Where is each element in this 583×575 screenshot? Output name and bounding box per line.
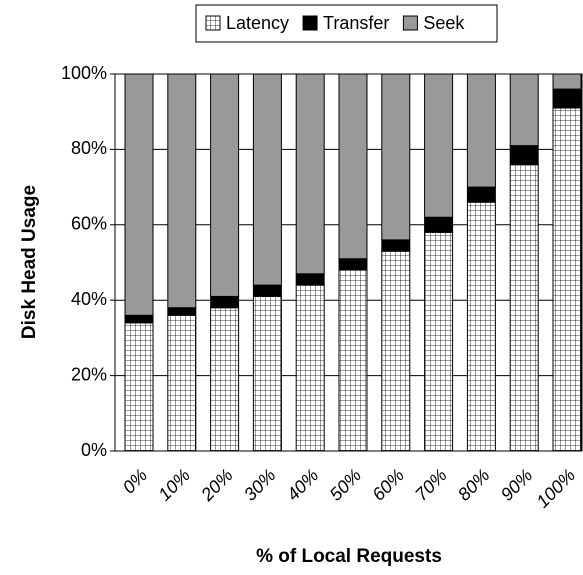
x-tick-label: 100% bbox=[532, 465, 579, 512]
x-tick-label: 30% bbox=[240, 465, 280, 505]
x-tick-label: 90% bbox=[497, 465, 537, 505]
bar-segment bbox=[381, 239, 411, 252]
bar-segment bbox=[552, 73, 582, 90]
bar-segment bbox=[381, 250, 411, 452]
bar-segment bbox=[466, 186, 496, 203]
bar-segment bbox=[295, 73, 325, 275]
x-tick-label: 60% bbox=[368, 465, 408, 505]
y-tick-label: 100% bbox=[61, 63, 107, 83]
x-tick-label: 10% bbox=[154, 465, 194, 505]
x-tick-label: 40% bbox=[283, 465, 323, 505]
bar-segment bbox=[167, 314, 197, 452]
x-tick-label: 70% bbox=[411, 465, 451, 505]
bar-segment bbox=[509, 145, 539, 165]
bar-segment bbox=[552, 88, 582, 109]
x-axis-title: % of Local Requests bbox=[256, 546, 442, 567]
x-tick-label: 0% bbox=[119, 465, 152, 498]
legend-label: Transfer bbox=[323, 13, 389, 33]
bar-segment bbox=[252, 284, 282, 297]
bar-segment bbox=[167, 307, 197, 316]
bar-segment bbox=[210, 73, 240, 297]
legend-box bbox=[195, 4, 498, 43]
bar-segment bbox=[124, 322, 154, 452]
legend-swatch bbox=[302, 15, 318, 31]
bar-segment bbox=[295, 273, 325, 286]
bar-segment bbox=[466, 73, 496, 188]
x-tick-label: 80% bbox=[454, 465, 494, 505]
y-axis-title: Disk Head Usage bbox=[19, 185, 40, 339]
bar-segment bbox=[552, 107, 582, 452]
y-tick-label: 80% bbox=[71, 138, 107, 158]
bar-segment bbox=[295, 284, 325, 452]
legend-swatch bbox=[205, 15, 221, 31]
bar-segment bbox=[210, 295, 240, 309]
bar-segment bbox=[424, 216, 454, 233]
bar-segment bbox=[424, 73, 454, 218]
bar-segment bbox=[252, 73, 282, 286]
bar-segment bbox=[210, 307, 240, 452]
bar-segment bbox=[466, 201, 496, 452]
y-tick-label: 60% bbox=[71, 214, 107, 234]
bar-segment bbox=[509, 73, 539, 147]
y-tick-label: 0% bbox=[81, 440, 107, 460]
bar-segment bbox=[167, 73, 197, 309]
x-tick-label: 20% bbox=[196, 465, 236, 505]
bar-segment bbox=[381, 73, 411, 241]
bar-segment bbox=[424, 231, 454, 452]
bar-segment bbox=[124, 314, 154, 324]
bar-segment bbox=[338, 258, 368, 271]
x-tick-label: 50% bbox=[326, 465, 366, 505]
bar-segment bbox=[252, 295, 282, 452]
legend-label: Latency bbox=[226, 13, 289, 33]
legend-label: Seek bbox=[423, 13, 465, 33]
bar-segment bbox=[124, 73, 154, 316]
bar-segment bbox=[509, 163, 539, 452]
legend-swatch bbox=[402, 15, 418, 31]
bar-segment bbox=[338, 269, 368, 452]
bar-segment bbox=[338, 73, 368, 260]
y-tick-label: 40% bbox=[71, 289, 107, 309]
y-tick-label: 20% bbox=[71, 364, 107, 384]
